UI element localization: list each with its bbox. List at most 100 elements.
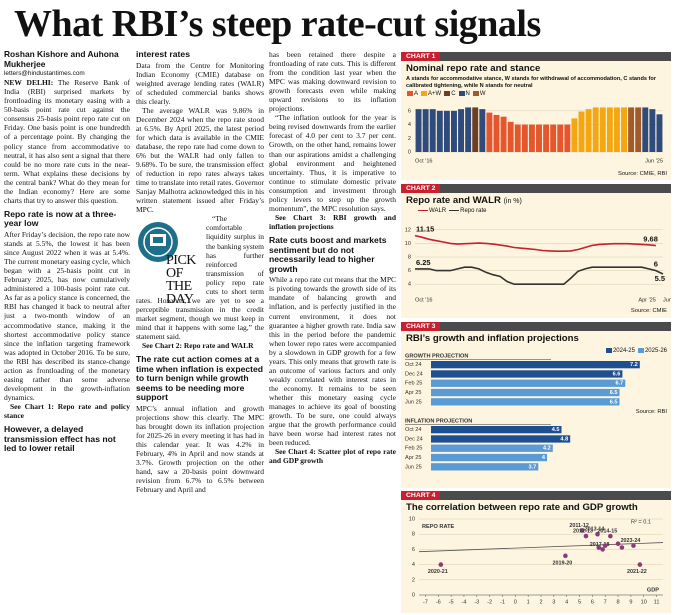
pick-label: PICK OF THE DAY [166, 253, 196, 308]
bar [521, 124, 528, 152]
point-label: 2014-15 [597, 529, 617, 535]
data-label: 6.25 [416, 258, 431, 267]
point [615, 541, 621, 546]
pick-icon [138, 222, 178, 263]
x-tick-label: 5 [578, 599, 581, 605]
x-tick-label: 6 [591, 599, 594, 605]
legend-label: 2024-25 [612, 348, 635, 355]
header-bar: CHART 4 [401, 491, 671, 500]
y-tick-label: 10 [405, 241, 411, 247]
bar [431, 435, 571, 443]
y-tick-label: 2 [408, 136, 411, 142]
data-label: 4.8 [560, 436, 568, 442]
annotation: R² = 0.1 [631, 520, 651, 526]
bar [642, 107, 649, 152]
bar [628, 107, 635, 152]
x-tick-label: Oct '16 [415, 158, 433, 164]
x-tick-label: 1 [527, 599, 530, 605]
point-label: 2011-12 [569, 523, 589, 529]
plot: 4 6 8 10 12 Oct '16 Apr '25 Jun '25 11.15 9.68 6.2… [405, 225, 671, 304]
legend-label: Repo rate [460, 208, 487, 214]
data-label: 4.2 [543, 446, 551, 452]
category-label: Jun 25 [405, 399, 422, 405]
bar [585, 109, 592, 152]
bar [431, 463, 539, 471]
point [595, 531, 600, 537]
chart-tab: CHART 1 [401, 52, 441, 61]
header-bar: CHART 2 [401, 184, 671, 193]
chart-panel: CHART 3 RBI’s growth and inflation proje… [401, 322, 671, 488]
data-label: 6.5 [610, 390, 618, 396]
subheading: However, a delayed transmission effect h… [4, 424, 116, 454]
y-tick-label: 8 [412, 532, 415, 538]
legend-swatch [605, 348, 612, 353]
byline: Roshan Kishore and Auhona Mukherjee [4, 50, 119, 69]
data-label: 5.5 [655, 274, 665, 283]
text: The Reserve Bank of India (RBI) surprise… [4, 78, 130, 205]
paragraph: “The inflation outlook for the year is b… [269, 113, 396, 213]
bar [436, 110, 443, 152]
legend-swatch [421, 91, 428, 96]
x-tick-label: 7 [604, 599, 607, 605]
chart-tab: CHART 4 [401, 491, 441, 500]
column: interest rates Data from the Centre for … [136, 50, 264, 612]
pick-graphic: PICK OF THE DAY [136, 218, 202, 307]
y-tick-label: 6 [408, 108, 411, 114]
x-tick-label: 11 [654, 599, 660, 605]
bar [599, 107, 606, 152]
bar [443, 110, 450, 152]
bar [429, 109, 436, 152]
bar [613, 107, 620, 152]
x-tick-label: Oct '16 [415, 297, 433, 303]
x-tick-label: -7 [423, 599, 428, 605]
bar [656, 114, 663, 152]
chart-title: Nominal repo rate and stance [406, 63, 541, 74]
legend-label: W [479, 91, 486, 98]
chart-title: The correlation between repo rate and GD… [406, 502, 638, 513]
point-label: 2020-21 [428, 569, 448, 575]
legend-swatch [637, 348, 644, 353]
y-tick-label: 12 [405, 227, 411, 233]
subheading: Rate cuts boost and markets sentiment bu… [269, 234, 387, 274]
bar [493, 114, 500, 152]
bar [507, 121, 514, 152]
x-tick-label: -3 [474, 599, 479, 605]
point [579, 528, 585, 533]
bar [472, 107, 479, 152]
chart-title: RBI’s growth and inflation projections [406, 333, 579, 344]
bar [415, 109, 422, 152]
panel-label: INFLATION PROJECTION [405, 418, 472, 424]
panel-label: GROWTH PROJECTION [405, 353, 468, 359]
subheading: Repo rate is now at a three-year low [4, 208, 117, 229]
bar [486, 112, 493, 152]
x-tick-label: Apr '25 [638, 297, 656, 303]
point [637, 562, 643, 567]
legend: WALR Repo rate [415, 208, 486, 215]
category-label: Dec 24 [405, 371, 423, 377]
point [563, 553, 568, 559]
point [600, 547, 605, 552]
chart-ref: See Chart 2: Repo rate and WALR [142, 341, 254, 351]
y-axis-label: REPO RATE [422, 524, 454, 530]
plot: 0 2 4 6 8 10 -7 -6 -5 -4 -3 -2 -1 0 1 2 3 4 5 6 7 8 9 10 11 REPO … [409, 516, 664, 605]
y-tick-label: 0 [412, 592, 415, 598]
bar [528, 124, 535, 152]
chart-ref: See Chart 1: Repo rate and policy stance [4, 401, 130, 420]
dateline: NEW DELHI: [4, 78, 54, 88]
legend-swatch [458, 91, 465, 96]
y-tick-label: 6 [408, 268, 411, 274]
bar [543, 124, 550, 152]
bar [431, 370, 623, 378]
category-label: Jun 25 [405, 464, 422, 470]
y-tick-label: 4 [408, 122, 411, 128]
x-tick-label: 4 [565, 599, 568, 605]
bar [431, 398, 620, 406]
headline: What RBI’s steep rate-cut signals [14, 3, 541, 45]
point [596, 545, 602, 550]
paragraph: Data from the Centre for Monitoring Indi… [136, 60, 264, 106]
x-tick-label: 2 [539, 599, 542, 605]
paragraph: NEW DELHI: The Reserve Bank of India (RB… [4, 78, 130, 205]
bar [431, 388, 620, 397]
data-label: 11.15 [416, 225, 434, 234]
y-tick-label: 6 [412, 547, 415, 553]
